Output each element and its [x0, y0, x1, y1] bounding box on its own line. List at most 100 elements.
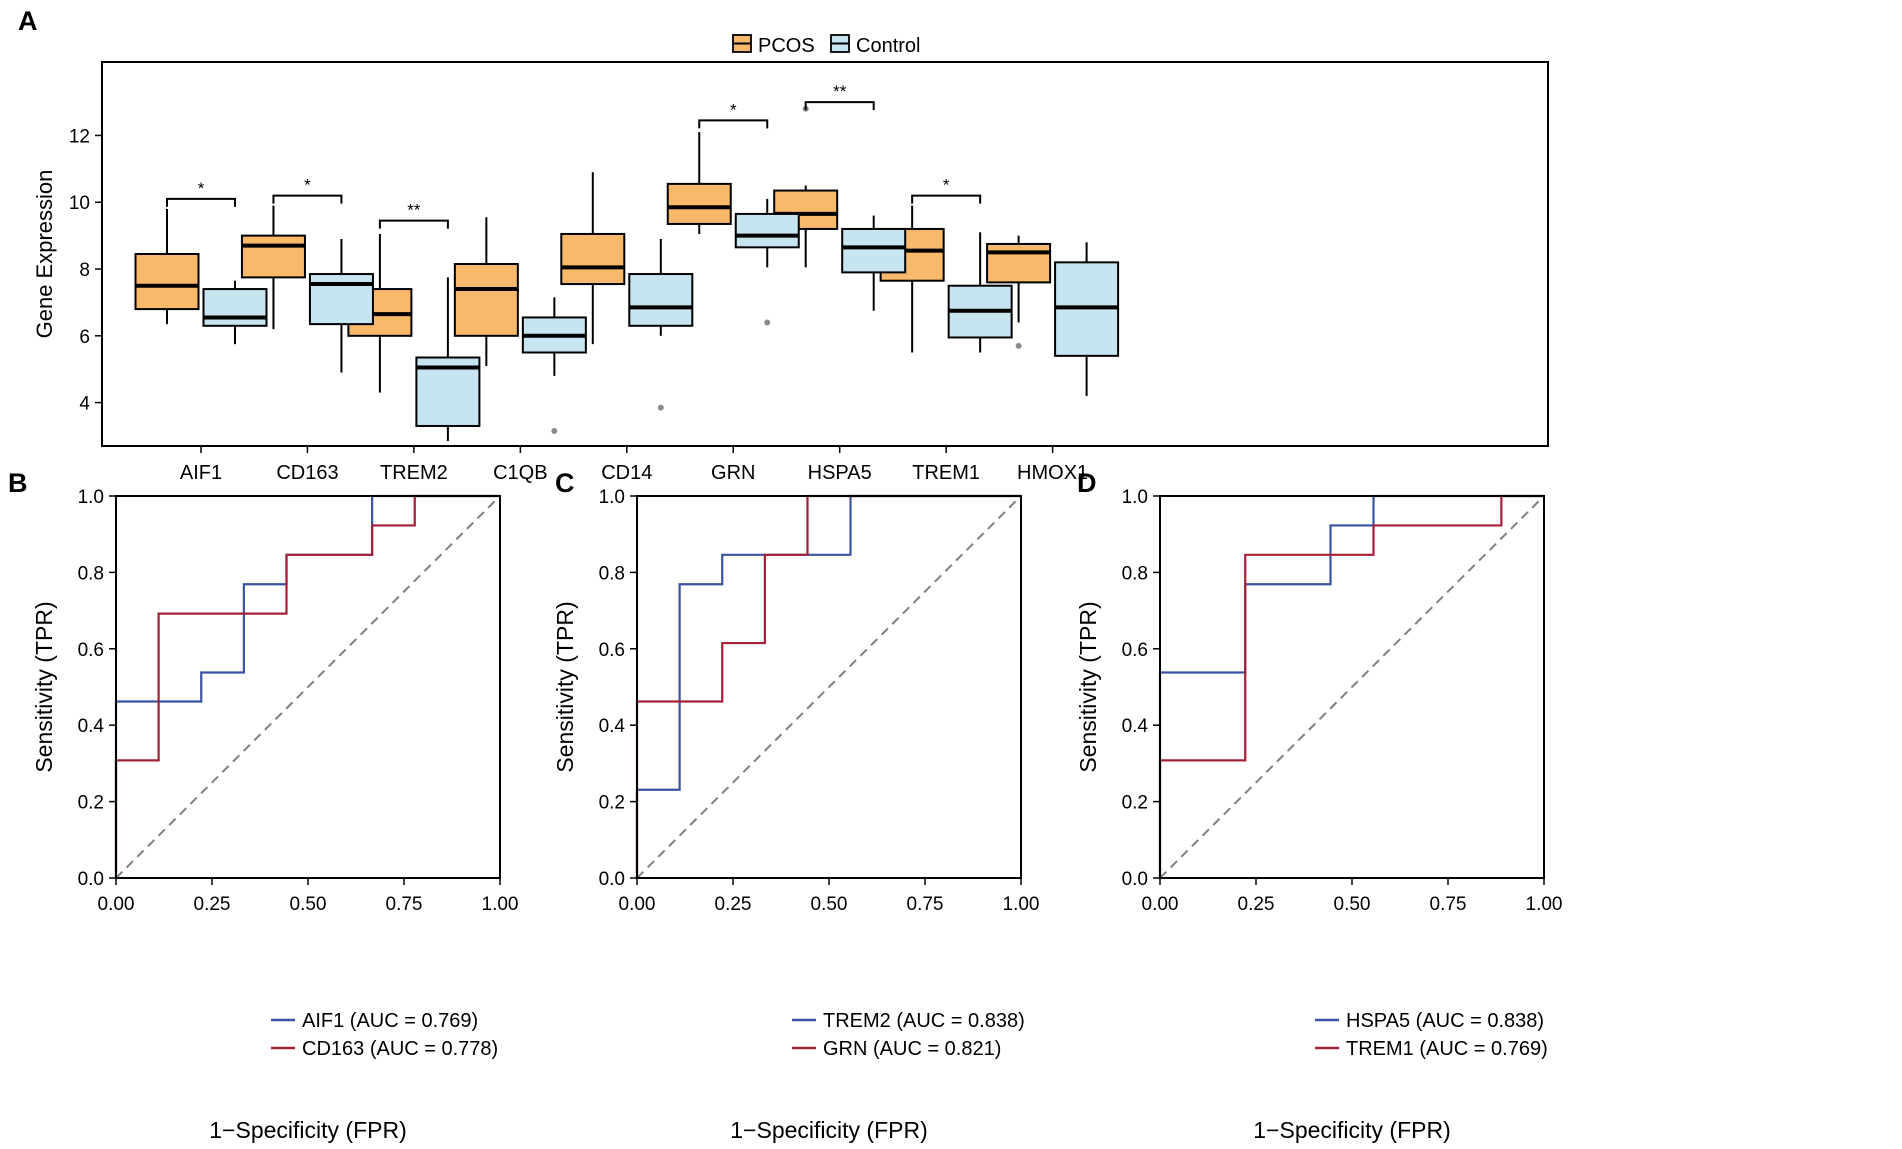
box-control-hmox1 — [1054, 242, 1120, 396]
box-body — [628, 273, 694, 327]
significance-bracket: * — [272, 176, 343, 204]
legend-label: CD163 (AUC = 0.778) — [302, 1038, 498, 1060]
outlier-point — [764, 319, 771, 326]
significance-label: ** — [407, 201, 421, 220]
box-pcos-cd14 — [560, 172, 626, 345]
box-body — [134, 253, 200, 311]
box-control-c1qb — [521, 297, 587, 434]
legend-item: CD163 (AUC = 0.778) — [271, 1038, 498, 1060]
box-control-grn — [734, 198, 800, 326]
outlier-point — [551, 427, 558, 434]
legend-label: GRN (AUC = 0.821) — [823, 1038, 1001, 1060]
significance-label: * — [943, 176, 950, 195]
roc-curve-trem1 — [1158, 494, 1544, 878]
y-tick-label: 1.0 — [78, 487, 104, 508]
y-tick-label: 0.6 — [1122, 640, 1148, 661]
x-tick-label: HSPA5 — [808, 462, 872, 484]
bracket-line — [378, 219, 449, 229]
box-control-hspa5 — [841, 215, 907, 311]
y-tick-label: 1.0 — [599, 487, 625, 508]
significance-label: * — [198, 179, 205, 198]
x-tick-label: AIF1 — [180, 462, 222, 484]
box-body — [202, 288, 268, 327]
box-pcos-hmox1 — [986, 235, 1052, 349]
box-pcos-trem2 — [347, 233, 413, 393]
x-tick-label: 0.50 — [290, 894, 327, 915]
significance-bracket: ** — [804, 82, 875, 111]
x-tick-label: 0.00 — [1142, 894, 1179, 915]
legend-item: GRN (AUC = 0.821) — [792, 1038, 1001, 1060]
y-tick-label: 0.0 — [1122, 869, 1148, 890]
significance-label: * — [304, 176, 311, 195]
x-tick-label: 0.50 — [811, 894, 848, 915]
y-tick-label: 8 — [79, 260, 90, 281]
x-tick-label: 0.00 — [98, 894, 135, 915]
x-tick-label: CD14 — [601, 462, 652, 484]
roc-curve-trem2 — [635, 494, 1021, 878]
outlier-point — [1015, 342, 1022, 349]
significance-label: * — [730, 100, 737, 119]
y-tick-label: 6 — [79, 327, 90, 348]
bracket-line — [911, 194, 982, 204]
box-pcos-c1qb — [453, 217, 519, 366]
panel-label-c: C — [555, 468, 575, 498]
legend-item: TREM1 (AUC = 0.769) — [1315, 1038, 1548, 1060]
outlier-point — [657, 404, 664, 411]
box-pcos-trem1 — [879, 205, 945, 353]
x-tick-label: 0.25 — [1238, 894, 1275, 915]
y-tick-label: 0.8 — [599, 563, 625, 584]
box-body — [841, 227, 907, 274]
x-tick-label: 0.75 — [1430, 894, 1467, 915]
x-tick-label: CD163 — [276, 462, 338, 484]
legend-label: HSPA5 (AUC = 0.838) — [1346, 1010, 1544, 1032]
roc-curve-grn — [635, 494, 1021, 878]
legend-label: TREM1 (AUC = 0.769) — [1346, 1038, 1548, 1060]
box-control-trem1 — [947, 232, 1013, 353]
legend-item: TREM2 (AUC = 0.838) — [792, 1010, 1025, 1032]
x-tick-label: TREM1 — [912, 462, 980, 484]
y-axis-label: Sensitivity (TPR) — [1075, 601, 1101, 772]
x-tick-label: 1.00 — [1003, 894, 1040, 915]
legend-label: PCOS — [758, 35, 815, 57]
box-pcos-grn — [666, 132, 732, 234]
x-tick-label: 0.75 — [907, 894, 944, 915]
bracket-line — [698, 119, 769, 129]
x-tick-label: 0.25 — [715, 894, 752, 915]
panel-d: D 0.0 0.2 0.4 0.6 0.8 1.0 0.00 0.25 0.50 0.75 1.00 1… — [1075, 468, 1562, 1143]
roc-curve-hspa5 — [1158, 494, 1544, 878]
x-tick-label: 0.25 — [194, 894, 231, 915]
legend-item: PCOS — [732, 34, 815, 57]
y-tick-label: 0.4 — [599, 716, 626, 737]
y-axis-label: Gene Expression — [32, 170, 57, 339]
y-tick-label: 0.0 — [78, 869, 104, 890]
y-tick-label: 0.2 — [599, 793, 625, 814]
x-tick-label: 0.75 — [386, 894, 423, 915]
x-tick-label: 1.00 — [482, 894, 519, 915]
bracket-line — [804, 101, 875, 111]
y-tick-label: 0.0 — [599, 869, 625, 890]
diagonal-reference — [115, 495, 501, 879]
y-tick-label: 0.2 — [78, 793, 104, 814]
legend-label: Control — [856, 35, 920, 57]
box-body — [453, 263, 519, 337]
significance-label: ** — [833, 82, 847, 101]
panel-c: C 0.0 0.2 0.4 0.6 0.8 1.0 0.00 0.25 0.50 0.75 1.00 1… — [552, 468, 1039, 1143]
box-body — [240, 234, 306, 279]
box-pcos-cd163 — [240, 205, 306, 330]
x-tick-label: 1.00 — [1526, 894, 1563, 915]
x-tick-label: HMOX1 — [1017, 462, 1088, 484]
y-tick-label: 1.0 — [1122, 487, 1148, 508]
bracket-line — [166, 197, 236, 207]
panel-b: B 0.0 0.2 0.4 0.6 0.8 1.0 0.00 0.25 0.50 0.75 1.00 1… — [8, 468, 518, 1143]
box-body — [734, 212, 800, 249]
roc-curve-cd163 — [114, 494, 500, 878]
box-body — [308, 273, 374, 326]
legend-label: AIF1 (AUC = 0.769) — [302, 1010, 478, 1032]
legend-label: TREM2 (AUC = 0.838) — [823, 1010, 1025, 1032]
x-axis-label: 1−Specificity (FPR) — [730, 1117, 927, 1143]
y-tick-label: 0.8 — [1122, 563, 1148, 584]
y-tick-label: 0.4 — [1122, 716, 1149, 737]
y-tick-label: 0.4 — [78, 716, 105, 737]
legend-item: Control — [830, 34, 920, 57]
